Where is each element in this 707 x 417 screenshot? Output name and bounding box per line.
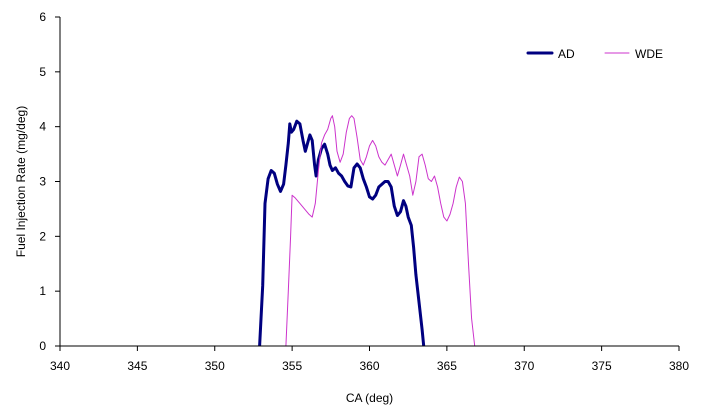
legend-label-ad: AD <box>558 47 575 61</box>
y-tick-label: 6 <box>39 10 46 24</box>
y-tick-label: 3 <box>39 175 46 189</box>
plot-area <box>60 17 679 346</box>
x-tick-label: 340 <box>50 359 70 373</box>
series-line-wde <box>285 115 476 347</box>
x-tick-label: 355 <box>282 359 302 373</box>
legend-label-wde: WDE <box>635 47 663 61</box>
y-tick-label: 1 <box>39 284 46 298</box>
y-ticks: 0 1 2 3 4 5 6 <box>39 10 60 353</box>
y-tick-label: 4 <box>39 120 46 134</box>
series-line-ad <box>258 119 426 347</box>
y-tick-label: 5 <box>39 65 46 79</box>
x-tick-label: 370 <box>514 359 534 373</box>
y-axis-title: Fuel Injection Rate (mg/deg) <box>14 106 28 257</box>
x-tick-label: 350 <box>205 359 225 373</box>
x-tick-label: 380 <box>669 359 689 373</box>
x-tick-label: 375 <box>592 359 612 373</box>
x-tick-label: 345 <box>127 359 147 373</box>
y-tick-label: 2 <box>39 229 46 243</box>
y-tick-label: 0 <box>39 339 46 353</box>
x-tick-label: 360 <box>359 359 379 373</box>
legend: AD WDE <box>526 47 663 61</box>
x-tick-label: 365 <box>437 359 457 373</box>
x-axis-title: CA (deg) <box>346 391 393 405</box>
series-layer <box>258 115 476 347</box>
x-ticks: 340 345 350 355 360 365 370 375 380 <box>50 346 689 373</box>
